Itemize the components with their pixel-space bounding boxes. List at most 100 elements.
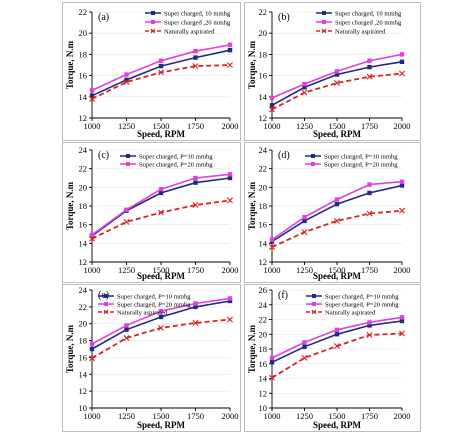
data-point <box>123 335 130 342</box>
legend-marker <box>104 302 108 306</box>
y-tick-label: 12 <box>79 257 88 267</box>
data-point <box>124 72 129 77</box>
panel-label: (a) <box>98 12 109 23</box>
data-point <box>123 218 130 225</box>
data-point <box>269 360 275 365</box>
data-point <box>124 323 129 328</box>
data-point <box>399 315 405 320</box>
x-tick-label: 1750 <box>361 265 378 275</box>
data-point <box>89 346 95 352</box>
data-point <box>89 88 95 93</box>
data-point <box>366 73 373 80</box>
panel-label: (d) <box>278 150 290 161</box>
data-point <box>227 296 233 301</box>
data-point <box>269 95 275 101</box>
y-tick-label: 16 <box>259 359 268 369</box>
series-2 <box>269 52 405 101</box>
data-point <box>367 64 372 70</box>
y-tick-label: 12 <box>259 257 268 267</box>
data-point <box>158 187 164 192</box>
data-point <box>227 316 233 323</box>
y-tick-label: 16 <box>79 352 88 362</box>
y-tick-label: 14 <box>79 238 88 248</box>
legend-label: Super charged, P=20 mmhg <box>324 161 398 168</box>
data-point <box>193 175 198 181</box>
x-axis-label: Speed, RPM <box>137 271 186 281</box>
y-axis-label: Torque, N.m <box>65 40 75 89</box>
data-point <box>301 89 308 96</box>
data-point <box>302 340 307 345</box>
y-tick-label: 12 <box>259 388 268 398</box>
x-tick-label: 1500 <box>153 265 170 275</box>
data-point <box>193 301 198 306</box>
data-point <box>158 63 164 69</box>
x-tick-label: 1250 <box>118 265 135 275</box>
legend-label: Naturally aspirated <box>117 309 168 316</box>
legend-label: Super charged, P=10 mmhg <box>324 153 398 160</box>
x-tick-label: 2000 <box>222 265 239 275</box>
legend-marker <box>151 11 155 15</box>
y-tick-label: 18 <box>259 344 268 354</box>
data-point <box>302 81 307 87</box>
data-point <box>158 308 164 314</box>
legend-label: Super charged, P=20 mmhg <box>117 301 191 308</box>
data-point <box>193 49 198 54</box>
y-tick-label: 22 <box>259 164 268 174</box>
x-tick-label: 1500 <box>153 411 170 421</box>
series-2 <box>269 179 405 242</box>
data-point <box>193 180 198 185</box>
data-point <box>399 330 405 337</box>
y-axis-label: Torque, N.m <box>65 324 75 373</box>
data-point <box>334 72 340 77</box>
x-tick-label: 1000 <box>84 121 101 131</box>
legend-label: Super charged, P=10 mmhg <box>117 293 191 300</box>
x-tick-label: 2000 <box>222 411 239 421</box>
legend-label: Super charged ,20 mmhg <box>335 19 402 26</box>
y-tick-label: 24 <box>79 145 88 155</box>
panel-label: (c) <box>98 150 109 161</box>
data-point <box>399 52 405 57</box>
x-axis-label: Speed, RPM <box>137 129 186 139</box>
legend-marker <box>312 302 316 306</box>
data-point <box>227 62 233 68</box>
series-3 <box>89 197 233 242</box>
series-line <box>271 209 403 248</box>
x-axis-label: Speed, RPM <box>313 129 362 139</box>
legend-marker <box>311 162 315 166</box>
x-tick-label: 1250 <box>118 411 135 421</box>
panel-e: 10 12 14 16 18 20 22 24 1000 1250 1500 1750 2000 Spee… <box>62 284 241 432</box>
y-tick-label: 22 <box>79 302 88 312</box>
series-3 <box>269 70 405 113</box>
legend: Super charged, 10 mmhg Super charged ,20 … <box>316 10 402 35</box>
x-tick-label: 1750 <box>361 411 378 421</box>
panel-d: 12 14 16 18 20 22 24 1000 1250 1500 1750 2000 Speed,… <box>244 142 421 283</box>
data-point <box>399 70 405 77</box>
legend-label: Naturally aspirated <box>325 309 376 316</box>
series-3 <box>269 330 405 381</box>
legend-marker <box>321 28 327 34</box>
data-point <box>158 69 164 76</box>
y-tick-label: 20 <box>79 28 88 38</box>
panel-frame <box>244 2 421 141</box>
y-tick-label: 12 <box>259 113 268 123</box>
data-point <box>269 374 275 381</box>
series-3 <box>89 62 233 102</box>
x-tick-label: 2000 <box>394 121 411 131</box>
series-3 <box>269 207 405 251</box>
y-axis-label: Torque, N.m <box>247 181 257 230</box>
data-point <box>399 207 405 214</box>
legend-label: Naturally aspirated <box>164 28 215 35</box>
y-tick-label: 20 <box>259 329 268 339</box>
data-point <box>399 318 405 324</box>
y-tick-label: 12 <box>79 113 88 123</box>
data-point <box>89 93 95 98</box>
legend-label: Super charged ,20 mmhg <box>164 19 231 26</box>
data-point <box>367 182 372 187</box>
x-tick-label: 2000 <box>394 411 411 421</box>
series-1 <box>89 298 233 352</box>
y-tick-label: 22 <box>79 164 88 174</box>
data-point <box>124 327 129 332</box>
y-tick-label: 18 <box>259 201 268 211</box>
data-point <box>367 323 372 328</box>
